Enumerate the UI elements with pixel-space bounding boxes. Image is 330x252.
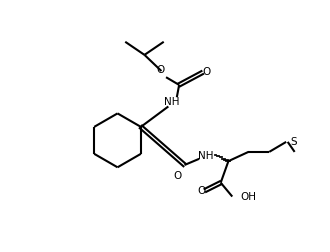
Text: NH: NH: [198, 151, 214, 161]
Text: OH: OH: [240, 192, 256, 202]
Text: O: O: [197, 186, 206, 196]
Text: S: S: [290, 137, 297, 147]
Text: O: O: [174, 171, 182, 181]
Text: NH: NH: [164, 97, 179, 107]
Text: O: O: [202, 67, 210, 77]
Text: O: O: [156, 65, 165, 75]
